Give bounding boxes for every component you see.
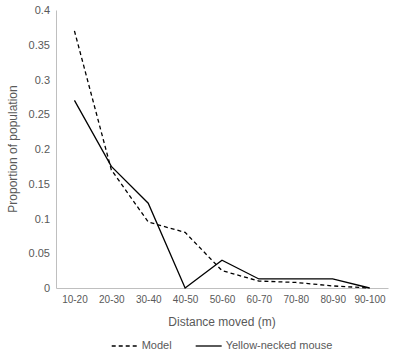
x-tick: 90-100 [354, 294, 386, 305]
y-axis-title: Proportion of population [6, 85, 20, 212]
x-axis: 10-20 20-30 30-40 40-50 50-60 60-70 70-80 80-90… [57, 289, 389, 306]
x-tick: 70-80 [283, 294, 309, 305]
y-tick: 0.1 [35, 213, 56, 225]
x-tick-label: 50-60 [210, 294, 236, 305]
x-tick: 40-50 [173, 294, 199, 305]
y-axis: 0 0.05 0.1 0.15 0.2 0.25 0.3 0.35 0.4 [29, 4, 57, 294]
y-tick: 0.05 [29, 247, 56, 259]
y-tick-label: 0.25 [29, 108, 50, 120]
x-tick-label: 90-100 [354, 294, 386, 305]
y-tick: 0.15 [29, 178, 56, 190]
y-axis-line [56, 11, 57, 289]
y-tick-label: 0.3 [35, 74, 50, 86]
x-tick-label: 10-20 [62, 294, 88, 305]
legend-label: Yellow-necked mouse [226, 339, 333, 351]
y-tick-label: 0 [44, 282, 50, 294]
y-tick: 0.3 [35, 74, 56, 86]
legend: Model Yellow-necked mouse [112, 339, 333, 351]
legend-label: Model [142, 339, 172, 351]
x-tick-label: 40-50 [173, 294, 199, 305]
y-tick: 0.25 [29, 108, 56, 120]
x-tick-label: 80-90 [320, 294, 346, 305]
series-line [74, 100, 369, 288]
y-tick-label: 0.4 [35, 4, 50, 16]
x-tick: 30-40 [136, 294, 162, 305]
y-tick-label: 0.2 [35, 143, 50, 155]
y-tick: 0 [44, 282, 56, 294]
plot: 0 0.05 0.1 0.15 0.2 0.25 0.3 0.35 0.4 10-20 20-30 3… [29, 4, 389, 305]
x-tick-label: 30-40 [136, 294, 162, 305]
legend-swatch [196, 345, 222, 346]
y-tick-label: 0.15 [29, 178, 50, 190]
y-tick: 0.4 [35, 4, 56, 16]
x-tick: 10-20 [62, 294, 88, 305]
x-axis-title: Distance moved (m) [168, 315, 275, 329]
legend-item: Yellow-necked mouse [196, 339, 333, 351]
y-tick-label: 0.05 [29, 247, 50, 259]
legend-swatch [112, 345, 138, 346]
x-axis-line [57, 288, 389, 289]
series-line [74, 31, 369, 288]
x-tick-label: 70-80 [283, 294, 309, 305]
x-tick: 60-70 [247, 294, 273, 305]
x-tick: 50-60 [210, 294, 236, 305]
x-tick-label: 60-70 [247, 294, 273, 305]
y-tick: 0.2 [35, 143, 56, 155]
lines [74, 31, 369, 288]
legend-item: Model [112, 339, 172, 351]
x-tick: 20-30 [99, 294, 125, 305]
y-tick-label: 0.35 [29, 39, 50, 51]
x-tick-label: 20-30 [99, 294, 125, 305]
y-tick: 0.35 [29, 39, 56, 51]
x-tick: 80-90 [320, 294, 346, 305]
chart: 0 0.05 0.1 0.15 0.2 0.25 0.3 0.35 0.4 10-20 20-30 3… [0, 0, 400, 360]
y-tick-label: 0.1 [35, 213, 50, 225]
